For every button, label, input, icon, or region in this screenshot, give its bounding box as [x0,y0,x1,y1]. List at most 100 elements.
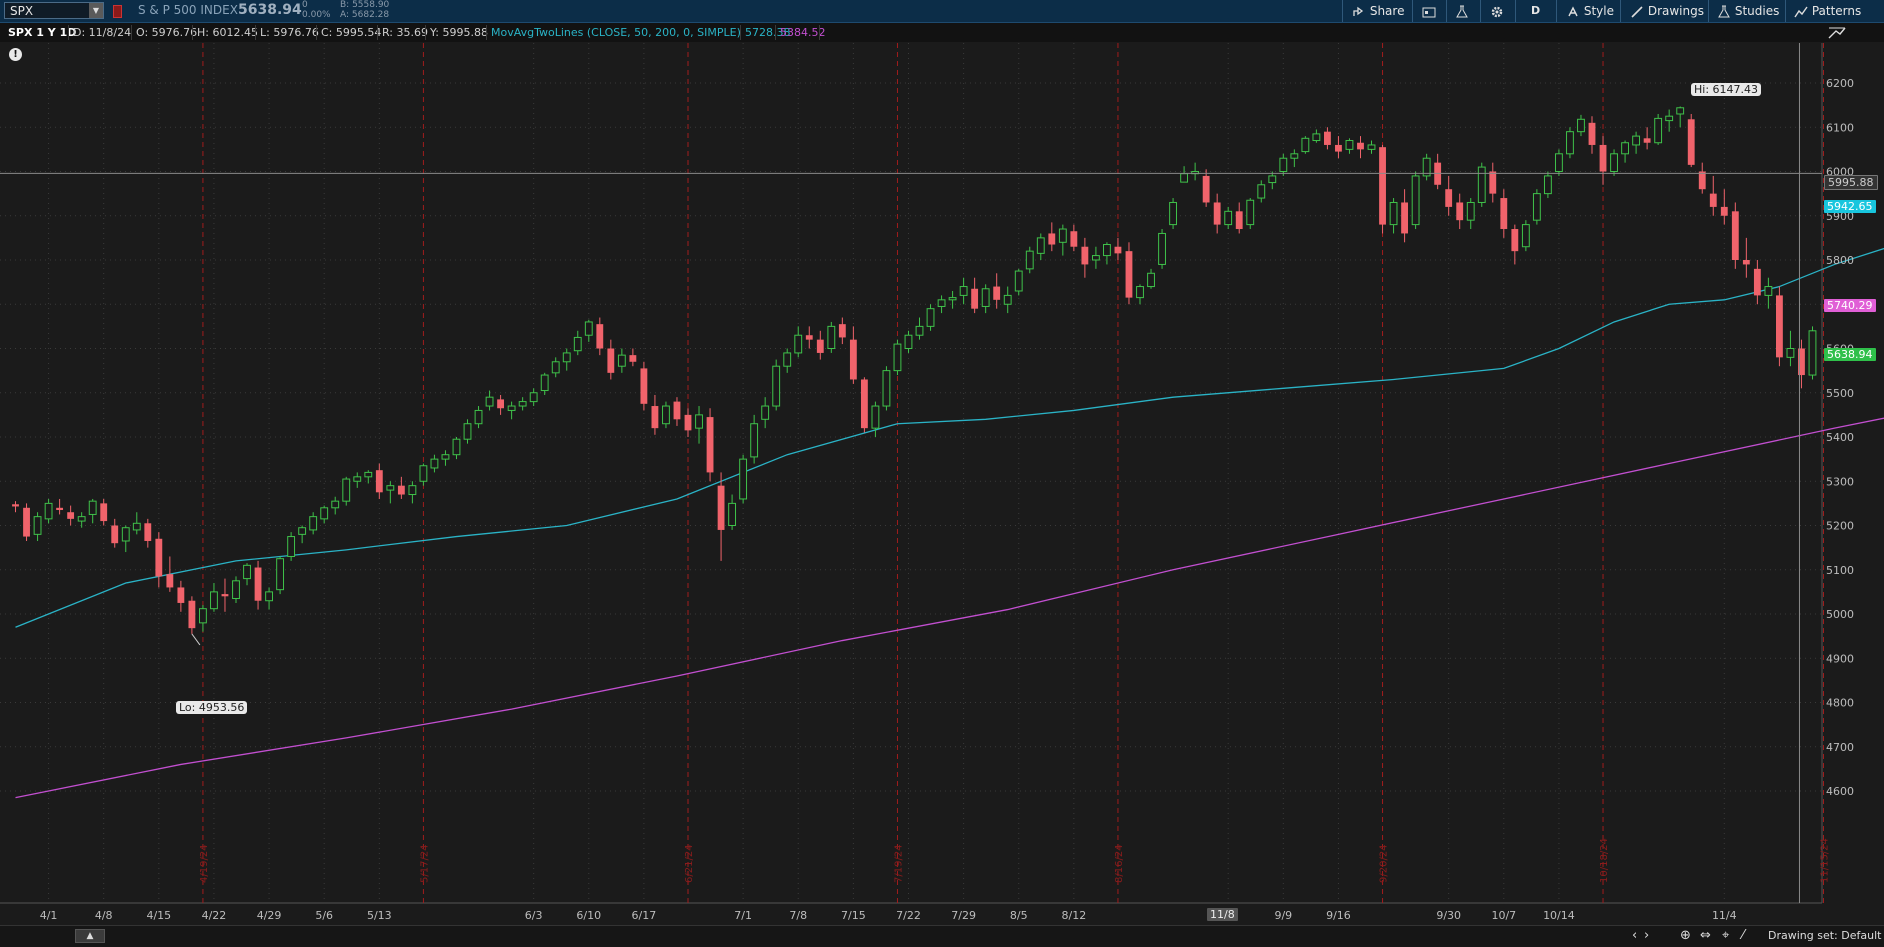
candle-body-up [794,334,803,354]
candle [1048,222,1056,252]
candle-body-up [1025,250,1034,270]
separator [255,25,256,40]
last-price: 5638.94 [238,2,302,18]
candle [121,525,130,553]
period-button[interactable]: D [1531,4,1541,17]
candle-body-up [1246,199,1255,226]
candle-body-up [1169,201,1177,226]
zoom-icon[interactable]: ⊕ [1680,928,1691,943]
candle-body-down [971,288,979,309]
candle [805,326,813,349]
scroll-left-icon[interactable]: ‹ [1632,928,1638,943]
candle [1235,202,1243,234]
scroll-right-icon[interactable]: › [1644,928,1650,943]
candle-body-up [1345,140,1354,150]
drawing-set-label[interactable]: Drawing set: Default [1768,929,1882,942]
candle-body-down [1357,142,1364,150]
expand-panel-button[interactable]: ▲ [75,929,105,943]
x-tick-label: 7/8 [789,909,807,922]
candle-body-down [1401,202,1409,234]
style-button[interactable]: Style [1566,0,1614,22]
candle-body-up [904,334,913,350]
candle [485,390,494,411]
symbol-selector[interactable]: SPX ▼ [4,2,104,19]
candle-body-up [584,321,593,336]
candle [750,414,759,464]
flask-icon [1456,5,1468,17]
candle-body-up [1180,173,1189,183]
candle [562,348,571,371]
chart-type-icon[interactable] [1828,26,1846,46]
candle-body-up [386,485,395,491]
separator [316,25,317,40]
top-toolbar: SPX ▼ S & P 500 INDEX 5638.94 0 0.00% B:… [0,0,1884,23]
studies-flask-icon [1718,5,1730,17]
share-button[interactable]: Share [1352,0,1404,22]
separator [377,25,378,40]
candle-body-up [529,392,538,403]
candle-body-down [717,485,725,530]
patterns-button[interactable]: Patterns [1794,0,1861,22]
calendar-button[interactable] [1422,0,1436,22]
draw-line-icon[interactable]: ⁄ [1742,928,1745,943]
event-date-label: 9/20/24 [1379,844,1390,883]
candle [596,317,604,356]
candle [1687,113,1695,168]
candle-body-up [1312,133,1321,142]
candle-body-down [23,507,30,537]
low-label: Lo: 4953.56 [176,701,248,714]
candle-body-down [1753,268,1761,296]
separator [1785,0,1786,22]
candle [1081,237,1089,278]
candle-body-up [1665,115,1674,122]
candle [111,518,119,548]
studies-button[interactable]: Studies [1717,0,1779,22]
price-chart[interactable]: 4/19/24 5/17/24 6/21/24 7/19/24 8/16/24 9/20/… [0,43,1884,925]
candle-body-up [783,352,792,367]
candle-body-up [88,500,97,515]
y-tick-label: 6200 [1826,77,1854,90]
separator [68,25,69,40]
symbol-text[interactable]: SPX [10,4,34,18]
drawings-button[interactable]: Drawings [1630,0,1704,22]
pan-icon[interactable]: ⇔ [1700,928,1711,943]
study-name[interactable]: MovAvgTwoLines (CLOSE, 50, 200, 0, SIMPL… [491,26,741,39]
candle [342,476,351,506]
candle-body-down [1775,295,1783,358]
crosshair-date-box: 11/8 [1207,908,1238,921]
drawings-label: Drawings [1647,4,1704,18]
y-value: Y: 5995.88 [430,26,488,39]
crosshair-price-box: 5995.88 [1824,175,1878,190]
candle [573,330,582,356]
candle-body-up [728,502,737,526]
chevron-down-icon[interactable]: ▼ [89,3,103,18]
candle [221,578,229,612]
candle-body-up [739,458,748,500]
candle-body-up [1103,244,1111,257]
candle-body-down [640,368,648,404]
candle-body-up [1654,117,1663,144]
candle [265,587,273,610]
candle [617,348,626,373]
candle [144,518,152,548]
candle-body-up [617,354,626,367]
flask-button[interactable] [1455,0,1469,22]
candle-body-up [662,405,670,425]
candle-body-up [750,423,759,458]
ma200-price-box: 5740.29 [1824,299,1876,312]
separator [1342,0,1343,22]
x-tick-label: 4/8 [95,909,113,922]
candle [739,454,748,504]
candle-body-down [629,355,637,362]
settings-button[interactable] [1490,0,1504,22]
info-icon[interactable]: ! [9,48,22,61]
alert-indicator[interactable] [113,5,122,18]
candle [518,397,527,411]
crosshair-icon[interactable]: ⌖ [1722,928,1730,943]
candle [23,503,30,541]
candle [1775,286,1783,367]
candle-body-down [1687,119,1695,165]
candle [1521,220,1530,252]
event-markers: 4/19/24 5/17/24 6/21/24 7/19/24 8/16/24 9/20/… [199,43,1831,903]
candle [1665,109,1674,132]
